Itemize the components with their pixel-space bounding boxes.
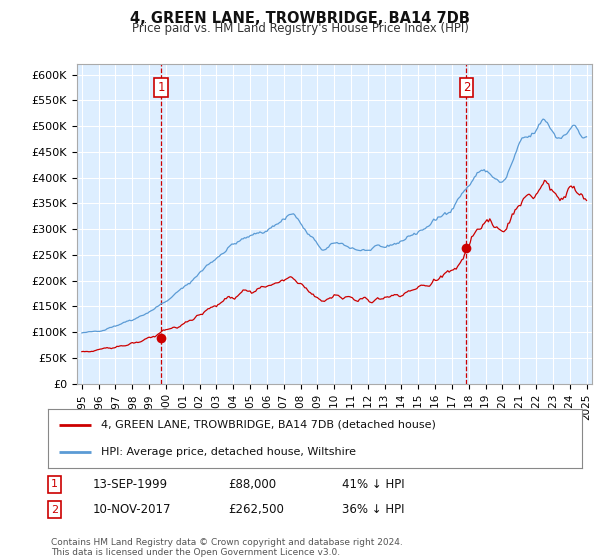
- Text: 2: 2: [463, 81, 470, 94]
- Text: £262,500: £262,500: [228, 503, 284, 516]
- Text: 2: 2: [51, 505, 58, 515]
- Text: 4, GREEN LANE, TROWBRIDGE, BA14 7DB: 4, GREEN LANE, TROWBRIDGE, BA14 7DB: [130, 11, 470, 26]
- Text: 10-NOV-2017: 10-NOV-2017: [93, 503, 172, 516]
- Text: Price paid vs. HM Land Registry's House Price Index (HPI): Price paid vs. HM Land Registry's House …: [131, 22, 469, 35]
- Text: 13-SEP-1999: 13-SEP-1999: [93, 478, 168, 491]
- Text: 1: 1: [157, 81, 165, 94]
- Text: 1: 1: [51, 479, 58, 489]
- Text: 36% ↓ HPI: 36% ↓ HPI: [342, 503, 404, 516]
- Text: £88,000: £88,000: [228, 478, 276, 491]
- Text: 4, GREEN LANE, TROWBRIDGE, BA14 7DB (detached house): 4, GREEN LANE, TROWBRIDGE, BA14 7DB (det…: [101, 419, 436, 430]
- Text: Contains HM Land Registry data © Crown copyright and database right 2024.
This d: Contains HM Land Registry data © Crown c…: [51, 538, 403, 557]
- Text: 41% ↓ HPI: 41% ↓ HPI: [342, 478, 404, 491]
- Text: HPI: Average price, detached house, Wiltshire: HPI: Average price, detached house, Wilt…: [101, 447, 356, 457]
